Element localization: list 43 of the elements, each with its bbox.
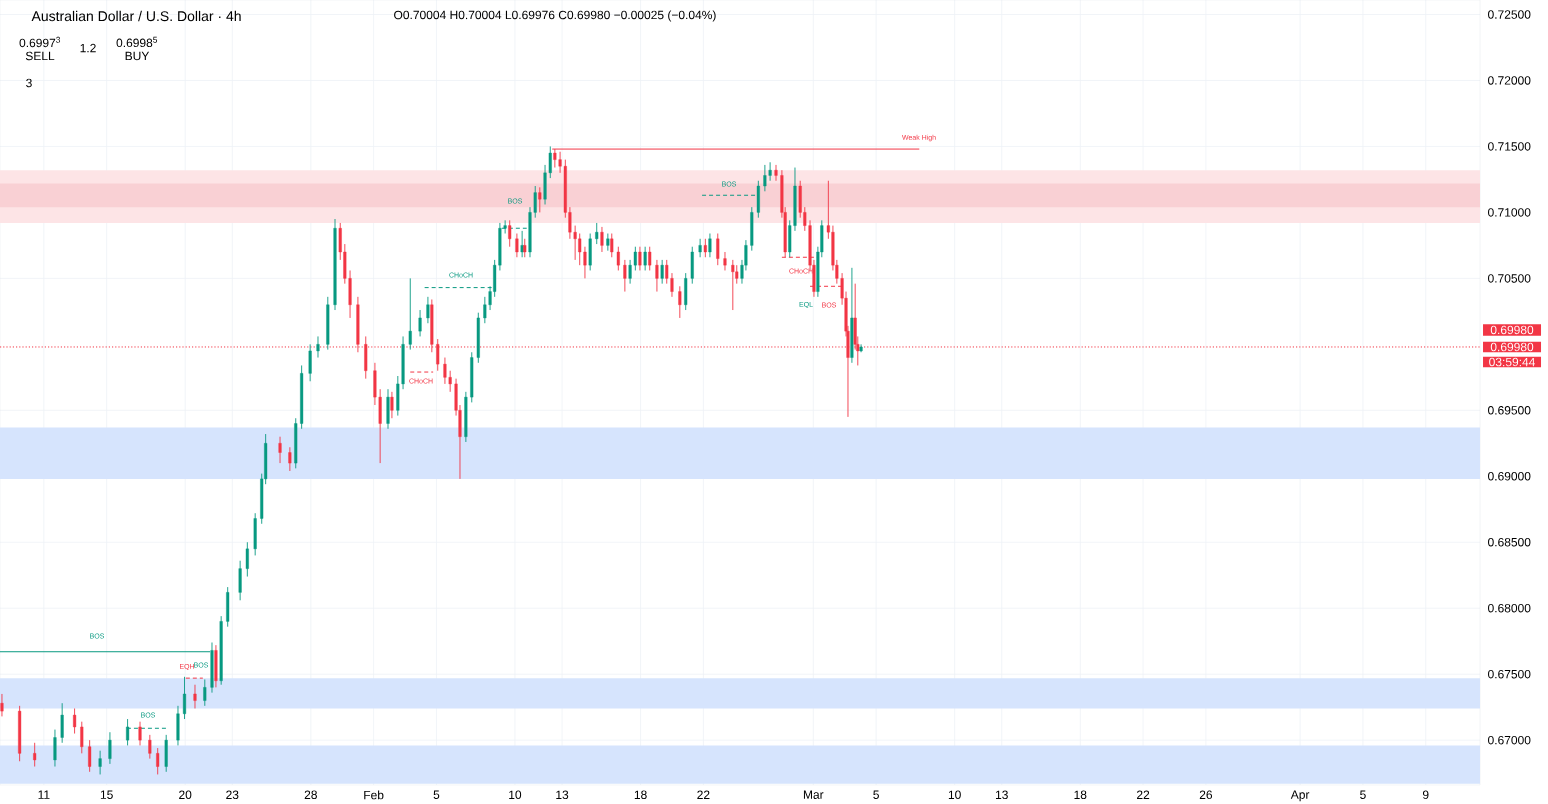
annotation: BUY: [125, 51, 150, 61]
annotation: SELL: [25, 51, 55, 61]
y-tick-label: 0.68000: [1488, 603, 1531, 613]
x-tick-label: 26: [1199, 790, 1213, 800]
x-tick-label: 10: [948, 790, 961, 800]
y-tick-label: 0.72500: [1488, 10, 1531, 19]
x-tick-label: 18: [634, 790, 647, 800]
x-tick-label: 13: [556, 790, 569, 800]
annotation: 3: [26, 78, 32, 88]
x-tick-label: 23: [226, 790, 239, 800]
y-tick-label: 0.69000: [1488, 472, 1531, 481]
x-tick-label: Feb: [364, 790, 384, 800]
x-tick-label: 28: [304, 790, 317, 800]
y-tick-label: 0.71000: [1488, 208, 1531, 217]
x-tick-label: 5: [1360, 790, 1366, 799]
y-tick-label: 0.69500: [1488, 406, 1531, 415]
x-tick-label: 11: [38, 790, 50, 799]
annotation: 0.6998$^{5}$: [116, 36, 158, 48]
ref-line-label: 0.69980: [1490, 325, 1534, 335]
x-tick-label: 10: [509, 790, 522, 800]
x-tick-label: 15: [100, 790, 113, 799]
annotation: 0.6997$^{3}$: [19, 36, 61, 48]
x-tick-label: 13: [995, 790, 1008, 800]
x-tick-label: Mar: [803, 790, 824, 799]
x-tick-label: 20: [179, 790, 192, 800]
x-tick-label: 18: [1074, 790, 1087, 800]
y-tick-label: 0.71500: [1488, 142, 1531, 151]
y-tick-label: 0.67500: [1488, 669, 1531, 679]
x-tick-label: 9: [1422, 790, 1429, 800]
y-tick-label: 0.67000: [1488, 735, 1531, 745]
text: 0.69980: [1490, 342, 1534, 352]
x-tick-label: 5: [873, 790, 879, 799]
x-tick-label: 22: [697, 790, 710, 799]
y-tick-label: 0.70500: [1488, 274, 1531, 283]
x-tick-label: Apr: [1290, 790, 1310, 802]
text: 03:59:44: [1489, 357, 1536, 367]
y-tick-label: 0.72000: [1488, 76, 1531, 85]
annotation: 1.2: [80, 43, 96, 53]
x-tick-label: 22: [1137, 790, 1150, 799]
text: Australian Dollar / U.S. Dollar · 4h: [31, 10, 241, 22]
x-tick-label: 5: [433, 790, 440, 799]
y-tick-label: 0.68500: [1488, 538, 1531, 547]
annotation: O0.70004 H0.70004 L0.69976 C0.69980 −0.00025 (−0.04%): [394, 10, 716, 22]
